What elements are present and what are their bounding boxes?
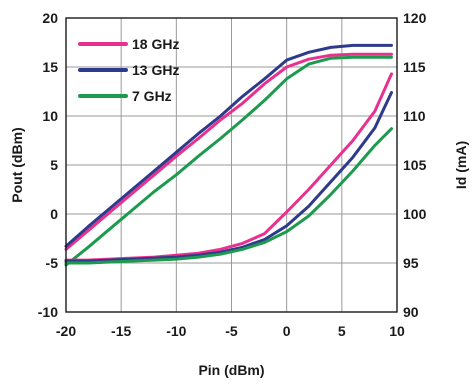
x-tick-label: -5 bbox=[225, 323, 238, 339]
legend-label: 13 GHz bbox=[132, 62, 179, 78]
y-right-tick-label: 100 bbox=[403, 206, 427, 222]
series-line-13-ghz-id bbox=[64, 91, 393, 263]
x-tick-label: 10 bbox=[389, 323, 405, 339]
y-right-tick-label: 115 bbox=[403, 59, 426, 75]
legend: 18 GHz 13 GHz 7 GHz bbox=[78, 36, 179, 104]
y-left-tick-label: 0 bbox=[50, 206, 58, 222]
y-right-tick-label: 110 bbox=[403, 108, 426, 124]
y-right-tick-label: 90 bbox=[403, 304, 419, 320]
y-right-tick-label: 95 bbox=[403, 255, 419, 271]
x-tick-label: -15 bbox=[111, 323, 131, 339]
y-right-tick-label: 120 bbox=[403, 10, 427, 26]
x-tick-label: 0 bbox=[283, 323, 291, 339]
y-right-axis-label: Id (mA) bbox=[453, 141, 469, 189]
y-left-tick-label: 20 bbox=[42, 10, 58, 26]
y-right-tick-label: 105 bbox=[403, 157, 427, 173]
series-line-13-ghz-pout bbox=[64, 43, 393, 248]
y-left-tick-label: -5 bbox=[46, 255, 59, 271]
plot-lines bbox=[64, 43, 393, 267]
y-left-tick-label: 10 bbox=[42, 108, 58, 124]
x-tick-label: -10 bbox=[166, 323, 186, 339]
legend-label: 18 GHz bbox=[132, 36, 179, 52]
y-left-tick-label: 5 bbox=[50, 157, 58, 173]
y-left-axis-label: Pout (dBm) bbox=[9, 127, 25, 202]
series-line-7-ghz-id bbox=[64, 127, 393, 265]
x-tick-label: -20 bbox=[56, 323, 76, 339]
y-left-tick-label: -10 bbox=[38, 304, 58, 320]
series-line-7-ghz-pout bbox=[64, 55, 393, 267]
x-tick-label: 5 bbox=[338, 323, 346, 339]
tick-labels: -20 -15 -10 -5 0 5 10 -10 -5 0 5 10 15 20 90 95 100 105 11… bbox=[38, 10, 427, 339]
y-left-tick-label: 15 bbox=[42, 59, 58, 75]
x-axis-label: Pin (dBm) bbox=[198, 362, 264, 378]
series-line-18-ghz-pout bbox=[64, 52, 393, 251]
legend-label: 7 GHz bbox=[132, 88, 172, 104]
plot-frame bbox=[65, 17, 398, 313]
